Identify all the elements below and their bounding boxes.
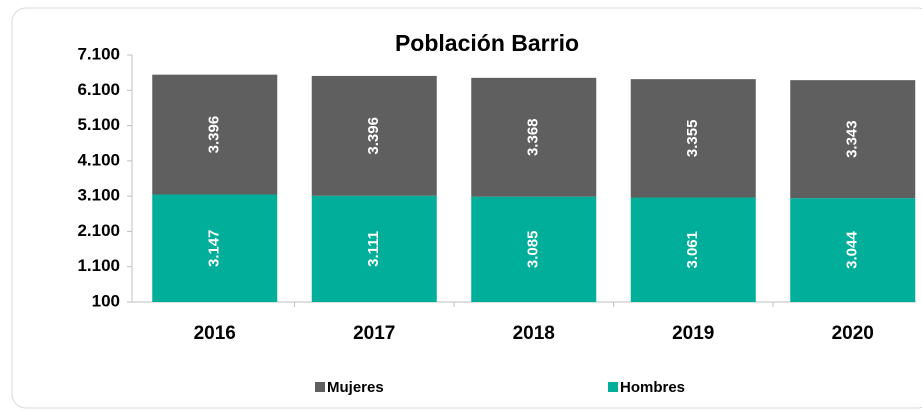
x-tick-label: 2019 — [672, 323, 714, 344]
bar-segment — [471, 77, 597, 197]
bar-segment — [311, 195, 437, 302]
bar-segment — [630, 79, 756, 198]
value-label: 3.111 — [365, 231, 382, 267]
x-tick-label: 2017 — [353, 323, 395, 344]
y-tick-label: 4.100 — [77, 150, 120, 169]
bar-segment — [471, 196, 597, 302]
x-tick-label: 2016 — [194, 323, 236, 344]
legend-label: Mujeres — [327, 379, 384, 396]
value-label: 3.355 — [684, 120, 701, 158]
chart-title: Población Barrio — [395, 30, 579, 56]
legend-swatch — [608, 382, 618, 392]
y-tick-label: 2.100 — [77, 221, 120, 240]
value-label: 3.396 — [365, 117, 382, 155]
value-label: 3.147 — [206, 229, 223, 267]
value-label: 3.044 — [844, 231, 861, 269]
bar-segment — [790, 80, 916, 199]
chart-frame — [11, 7, 922, 409]
value-label: 3.061 — [684, 231, 701, 269]
bar-segment — [152, 194, 278, 302]
bar-segment — [630, 197, 756, 302]
y-tick-label: 100 — [92, 291, 120, 310]
value-label: 3.085 — [525, 231, 542, 269]
y-tick-label: 1.100 — [77, 256, 120, 275]
y-tick-label: 7.100 — [77, 44, 120, 63]
bar-segment — [152, 74, 278, 195]
value-label: 3.343 — [844, 120, 861, 158]
legend-label: Hombres — [620, 379, 685, 396]
value-label: 3.396 — [206, 116, 223, 154]
bar-segment — [790, 198, 916, 302]
y-tick-label: 5.100 — [77, 115, 120, 134]
bar-segment — [311, 75, 437, 196]
value-label: 3.368 — [525, 118, 542, 156]
y-tick-label: 6.100 — [77, 80, 120, 99]
legend-swatch — [315, 382, 325, 392]
y-tick-label: 3.100 — [77, 186, 120, 205]
x-tick-label: 2018 — [513, 323, 555, 344]
x-tick-label: 2020 — [832, 323, 874, 344]
